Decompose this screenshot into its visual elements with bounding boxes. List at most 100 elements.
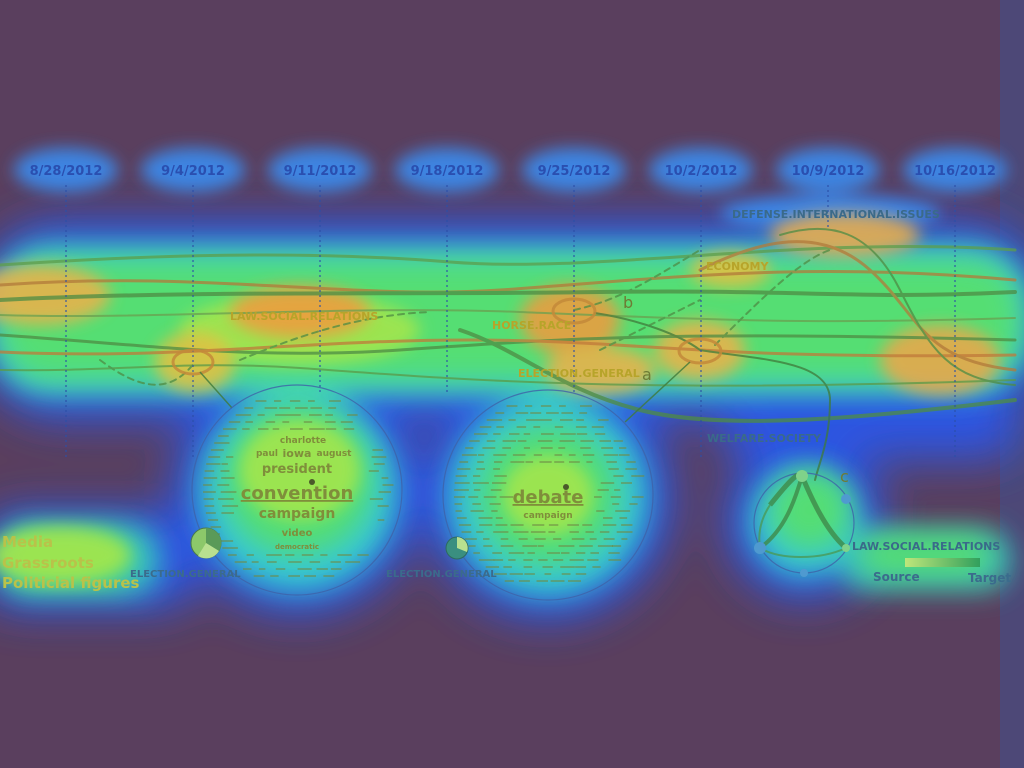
filler-mark (606, 461, 617, 463)
legend-item-media: Media (2, 533, 53, 551)
filler-mark (265, 421, 276, 423)
marker-a: a (642, 365, 652, 384)
filler-mark (594, 433, 606, 435)
filler-mark (253, 575, 265, 577)
filler-mark (455, 475, 467, 477)
filler-mark (320, 554, 328, 556)
filler-mark (483, 496, 497, 498)
filler-mark (485, 566, 500, 568)
filler-mark (533, 426, 541, 428)
gradient-source-label: Source (873, 570, 920, 584)
filler-mark (290, 428, 303, 430)
cloud-word: paul (256, 449, 278, 459)
filler-mark (502, 440, 516, 442)
filler-mark (325, 414, 333, 416)
filler-mark (523, 447, 530, 449)
filler-mark (257, 414, 265, 416)
word-cloud-left[interactable]: charlotte iowa paul august president con… (130, 384, 403, 596)
cloud-filler-words (454, 405, 645, 582)
filler-mark (586, 461, 593, 463)
filler-mark (523, 433, 531, 435)
topic-economy[interactable]: ECONOMY (706, 260, 769, 273)
filler-mark (599, 440, 611, 442)
filler-mark (478, 454, 485, 456)
filler-mark (470, 510, 484, 512)
filler-mark (203, 477, 218, 479)
filler-mark (486, 440, 496, 442)
glyph-node[interactable] (842, 544, 850, 552)
filler-mark (220, 491, 237, 493)
filler-mark (608, 468, 619, 470)
filler-mark (534, 538, 546, 540)
glyph-node[interactable] (841, 494, 851, 504)
filler-mark (458, 524, 472, 526)
filler-mark (295, 407, 308, 409)
filler-mark (508, 552, 525, 554)
filler-mark (468, 496, 479, 498)
filler-mark (210, 526, 222, 528)
filler-mark (571, 538, 585, 540)
filler-mark (245, 421, 253, 423)
filler-mark (323, 575, 335, 577)
filler-mark (582, 454, 595, 456)
filler-mark (310, 407, 322, 409)
filler-mark (325, 428, 337, 430)
filler-mark (493, 531, 509, 533)
event-markers (171, 297, 723, 376)
filler-mark (205, 512, 216, 514)
filler-mark (558, 545, 575, 547)
cloud-word: charlotte (280, 436, 326, 446)
filler-mark (580, 440, 594, 442)
date-guides (65, 185, 956, 460)
glyph-node[interactable] (796, 470, 808, 482)
filler-mark (499, 496, 514, 498)
filler-mark (492, 482, 507, 484)
filler-mark (221, 463, 228, 465)
topic-horse-race[interactable]: HORSE.RACE (492, 319, 571, 332)
filler-mark (613, 440, 623, 442)
filler-mark (525, 405, 533, 407)
topic-election[interactable]: ELECTION.GENERAL (518, 367, 640, 380)
filler-mark (513, 531, 529, 533)
filler-mark (473, 552, 480, 554)
glyph-node[interactable] (754, 542, 766, 554)
event-ellipse-2[interactable] (551, 297, 597, 325)
flow-glyph[interactable]: LAW.SOCIAL.RELATIONS Source Target (753, 470, 1011, 585)
filler-mark (377, 505, 389, 507)
filler-mark (589, 538, 597, 540)
filler-mark (502, 447, 511, 449)
word-cloud-middle[interactable]: debate campaign ELECTION.GENERAL (386, 389, 654, 601)
filler-mark (568, 454, 576, 456)
filler-mark (515, 412, 529, 414)
filler-mark (457, 468, 471, 470)
filler-mark (494, 573, 507, 575)
topic-law[interactable]: LAW.SOCIAL.RELATIONS (230, 310, 378, 323)
date-label: 10/9/2012 (792, 164, 865, 179)
filler-mark (569, 559, 584, 561)
filler-mark (512, 454, 526, 456)
filler-mark (285, 554, 295, 556)
filler-mark (612, 545, 622, 547)
event-ellipse-1[interactable] (171, 348, 215, 376)
filler-mark (523, 559, 533, 561)
filler-mark (459, 461, 469, 463)
filler-mark (590, 552, 599, 554)
filler-mark (569, 461, 580, 463)
filler-mark (603, 538, 615, 540)
cloud-word: democratic (275, 543, 319, 551)
cloud-dot (309, 479, 315, 485)
filler-mark (304, 575, 316, 577)
filler-mark (612, 503, 620, 505)
topic-defense[interactable]: DEFENSE.INTERNATIONAL.ISSUES (732, 208, 940, 221)
event-ellipse-3[interactable] (677, 337, 723, 365)
filler-mark (615, 510, 631, 512)
topic-welfare[interactable]: WELFARE.SOCIETY (707, 432, 822, 445)
glyph-node[interactable] (800, 569, 808, 577)
marker-b: b (623, 293, 633, 312)
filler-mark (255, 400, 267, 402)
filler-mark (454, 482, 470, 484)
filler-mark (489, 503, 501, 505)
filler-mark (258, 428, 269, 430)
filler-mark (533, 454, 543, 456)
date-label: 9/11/2012 (284, 164, 357, 179)
